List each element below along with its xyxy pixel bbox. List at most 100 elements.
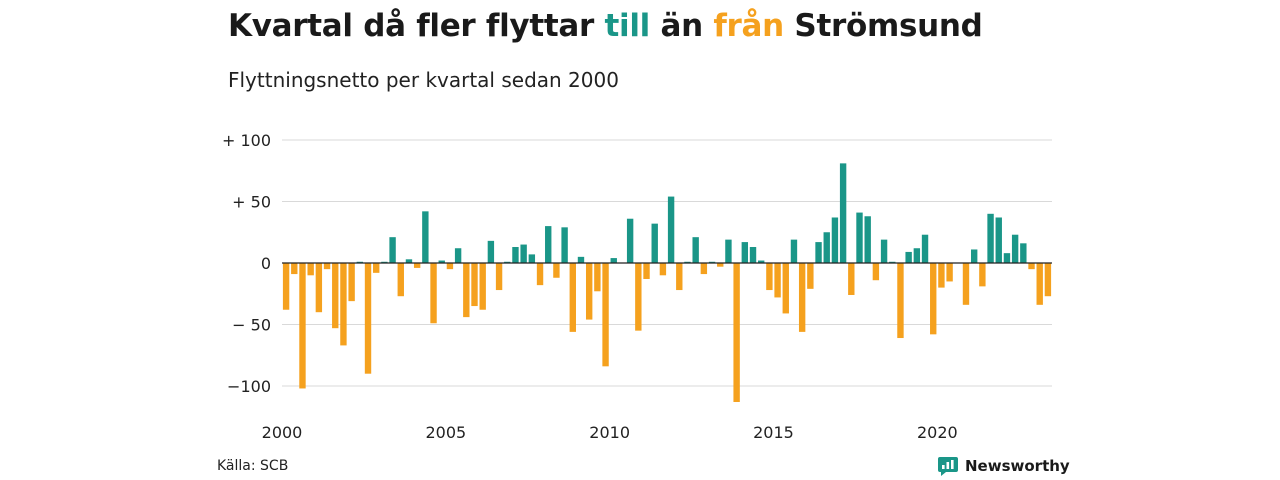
- bar-negative: [585, 263, 593, 320]
- bar-negative: [717, 263, 724, 267]
- bar-negative: [782, 263, 789, 314]
- bar-negative: [872, 263, 880, 281]
- bar-negative: [307, 263, 314, 276]
- bar-positive: [905, 251, 912, 263]
- brand-logo[interactable]: Newsworthy: [937, 455, 1070, 477]
- bar-positive: [610, 258, 617, 263]
- bar-positive: [504, 261, 511, 263]
- x-axis-ticks: 2000 2005 2010 2015 2020: [262, 423, 958, 442]
- y-tick-label: − 50: [232, 316, 271, 335]
- bar-negative: [848, 263, 855, 295]
- bar-negative: [446, 263, 454, 270]
- bar-negative: [373, 263, 380, 273]
- bar-positive: [626, 218, 634, 263]
- bar-positive: [651, 223, 658, 263]
- title-part-3: än: [649, 8, 714, 44]
- bar-negative: [930, 263, 937, 335]
- bar-positive: [1003, 253, 1011, 263]
- brand-name: Newsworthy: [965, 457, 1070, 475]
- bar-negative: [774, 263, 781, 298]
- bar-positive: [545, 226, 552, 263]
- bar-positive: [684, 261, 691, 263]
- bar-negative: [430, 263, 437, 324]
- y-tick-label: + 50: [232, 193, 271, 212]
- bar-negative: [340, 263, 347, 346]
- bar-positive: [831, 217, 839, 263]
- bar-positive: [438, 260, 445, 263]
- bar-negative: [536, 263, 544, 286]
- bar-positive: [561, 227, 568, 263]
- bar-negative: [946, 263, 953, 282]
- bar-negative: [798, 263, 806, 332]
- title-highlight-till: till: [604, 8, 650, 44]
- bar-negative: [602, 263, 609, 367]
- bar-positive: [880, 239, 888, 263]
- bar-positive: [1011, 234, 1019, 263]
- chart-subtitle: Flyttningsnetto per kvartal sedan 2000: [228, 68, 619, 92]
- bar-positive: [823, 232, 830, 263]
- bar-negative: [676, 263, 683, 291]
- x-tick-label: 2005: [425, 423, 466, 442]
- bar-negative: [413, 263, 421, 268]
- x-tick-label: 2015: [753, 423, 794, 442]
- bar-positive: [815, 242, 822, 263]
- bar-positive: [405, 259, 413, 263]
- y-tick-label: −100: [227, 377, 271, 396]
- bar-positive: [864, 216, 871, 263]
- bar-positive: [577, 256, 585, 263]
- bar-negative: [700, 263, 708, 275]
- y-tick-label: + 100: [222, 131, 271, 150]
- bar-negative: [397, 263, 404, 297]
- bars: [282, 163, 1052, 402]
- bar-negative: [463, 263, 470, 318]
- bar-positive: [921, 234, 929, 263]
- bar-negative: [553, 263, 560, 278]
- bar-positive: [790, 239, 798, 263]
- bar-negative: [766, 263, 773, 291]
- bar-negative: [364, 263, 372, 374]
- bar-negative: [1036, 263, 1043, 305]
- bar-negative: [348, 263, 355, 302]
- bar-positive: [913, 248, 921, 263]
- bar-positive: [758, 260, 765, 263]
- bar-negative: [1028, 263, 1035, 270]
- bar-negative: [569, 263, 576, 332]
- bar-positive: [389, 237, 396, 263]
- bar-negative: [299, 263, 306, 389]
- bar-negative: [471, 263, 478, 307]
- bar-negative: [495, 263, 503, 291]
- bar-negative: [962, 263, 970, 305]
- bar-positive: [749, 247, 757, 263]
- bar-positive: [528, 254, 536, 263]
- bar-positive: [512, 247, 519, 263]
- bar-negative: [323, 263, 331, 270]
- bar-positive: [692, 237, 699, 263]
- bar-positive: [381, 261, 388, 263]
- bar-negative: [1044, 263, 1052, 297]
- bar-negative: [643, 263, 650, 279]
- bar-negative: [635, 263, 642, 331]
- bar-positive: [454, 248, 462, 263]
- title-part-1: Kvartal då fler flyttar: [228, 8, 605, 44]
- bar-negative: [807, 263, 814, 289]
- x-tick-label: 2020: [917, 423, 958, 442]
- x-tick-label: 2010: [589, 423, 630, 442]
- bar-positive: [487, 240, 495, 263]
- bar-negative: [282, 263, 290, 310]
- bar-positive: [970, 249, 978, 263]
- bar-positive: [708, 261, 716, 263]
- title-highlight-fran: från: [713, 8, 784, 44]
- y-tick-label: 0: [261, 254, 271, 273]
- bar-negative: [938, 263, 945, 288]
- bar-negative: [291, 263, 298, 275]
- bar-positive: [856, 212, 863, 263]
- bar-negative: [897, 263, 904, 339]
- gridlines: [282, 139, 1052, 387]
- bar-positive: [667, 196, 675, 263]
- bar-negative: [733, 263, 740, 402]
- bar-positive: [889, 261, 896, 263]
- bar-negative: [332, 263, 339, 329]
- bar-positive: [725, 239, 732, 263]
- bar-positive: [839, 163, 847, 263]
